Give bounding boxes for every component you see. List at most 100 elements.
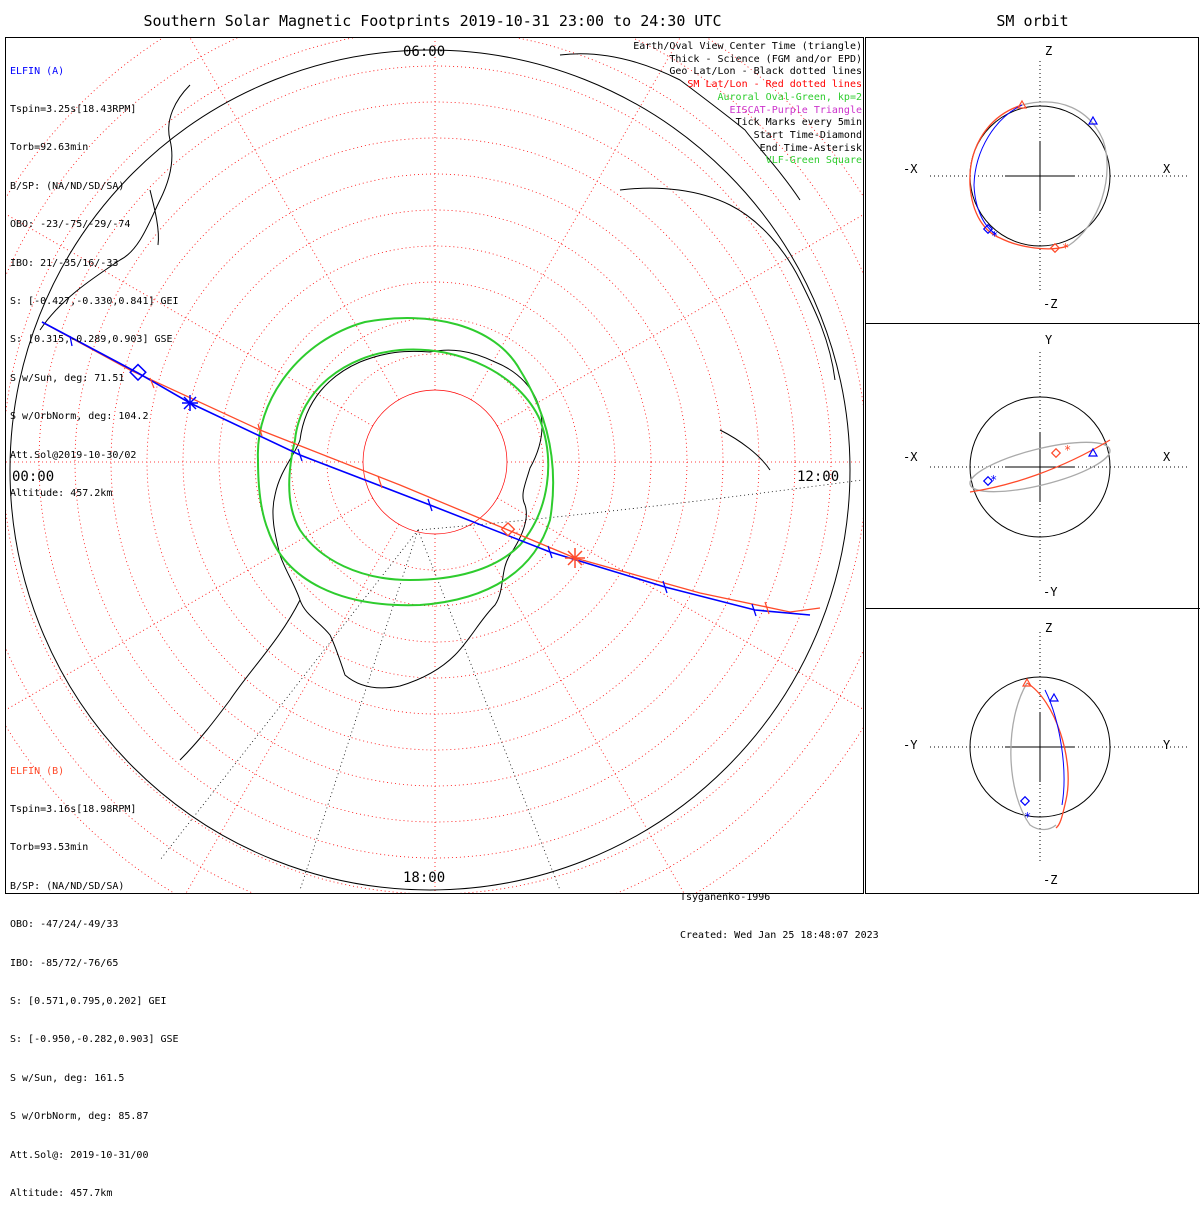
- xy-top-label: Y: [1045, 333, 1053, 347]
- xz-red-asterisk: *: [1062, 241, 1069, 255]
- orbit-panel-divider: [865, 323, 1200, 324]
- elfin-a-tick-marks: [69, 335, 757, 617]
- chart-title: Southern Solar Magnetic Footprints 2019-…: [143, 12, 722, 30]
- orbit-panel-divider: [865, 608, 1200, 609]
- legend-entry: Auroral Oval-Green, kp=2: [717, 91, 863, 103]
- xy-red-asterisk: *: [1064, 443, 1071, 457]
- xz-red-diamond: [1049, 242, 1061, 254]
- legend-entry: End Time-Asterisk: [759, 142, 862, 154]
- orbit-yz-markers: *: [1019, 677, 1060, 824]
- legend-entry: VLF-Green Square: [765, 155, 862, 167]
- elfin-b-name: ELFIN (B): [10, 765, 65, 777]
- elfin-b-info-line: Tspin=3.16s[18.98RPM]: [10, 803, 137, 815]
- elfin-b-info-line: S: [0.571,0.795,0.202] GEI: [10, 995, 167, 1007]
- new-zealand: [719, 429, 771, 471]
- coastlines: [39, 53, 836, 761]
- elfin-b-info-line: Att.Sol@: 2019-10-31/00: [10, 1149, 149, 1161]
- elfin-b-info-line: B/SP: (NA/ND/SD/SA): [10, 880, 125, 892]
- orbit-xy-markers: * *: [982, 443, 1099, 487]
- africa-tip: [559, 53, 801, 201]
- elfin-a-info-line: S: [-0.427,-0.330,0.841] GEI: [10, 295, 179, 307]
- legend-entry: Geo Lat/Lon - Black dotted lines: [669, 66, 862, 78]
- elfin-b-info-line: S: [-0.950,-0.282,0.903] GSE: [10, 1034, 179, 1046]
- elfin-a-info-line: Altitude: 457.2km: [10, 487, 113, 499]
- elfin-b-start-diamond: [500, 522, 516, 537]
- sm-lon-line: [6, 213, 373, 427]
- xz-blue-asterisk: *: [991, 229, 998, 243]
- elfin-b-track: [41, 321, 821, 613]
- sm-lon-line: [497, 214, 863, 427]
- footprint-map: [6, 38, 863, 893]
- elfin-a-info-line: IBO: 21/-35/16/-33: [10, 257, 119, 269]
- legend-entry: Start Time-Diamond: [753, 129, 862, 141]
- elfin-b-info-line: S w/OrbNorm, deg: 85.87: [10, 1111, 149, 1123]
- xy-blue-diamond: [982, 475, 994, 487]
- legend-entry: Earth/Oval View Center Time (triangle): [633, 41, 862, 52]
- elfin-b-info-line: Torb=93.53min: [10, 842, 89, 854]
- elfin-a-info: ELFIN (A) Tspin=3.25s[18.43RPM] Torb=92.…: [10, 40, 179, 513]
- mlt-label-left: 00:00: [12, 469, 55, 485]
- elfin-a-info-line: S: [0.315,-0.289,0.903] GSE: [10, 334, 173, 346]
- south-america-coast: [39, 84, 191, 331]
- xy-right-label: X: [1163, 450, 1171, 464]
- yz-top-label: Z: [1045, 621, 1053, 635]
- elfin-b-info-line: S w/Sun, deg: 161.5: [10, 1072, 125, 1084]
- xy-red-diamond: [1050, 447, 1062, 459]
- sm-lon-line: [6, 497, 373, 711]
- xz-top-label: Z: [1045, 44, 1053, 58]
- yz-left-label: -Y: [903, 738, 918, 752]
- orbit-panel-title: SM orbit: [996, 12, 1069, 30]
- antarctica-coast: [272, 349, 543, 689]
- orbit-yz-tracks: [1010, 682, 1069, 831]
- geo-latlon-grid: [159, 479, 863, 891]
- legend: Earth/Oval View Center Time (triangle) Th…: [633, 41, 862, 168]
- xz-blue-triangle: [1087, 115, 1099, 125]
- yz-red-triangle: [1021, 677, 1033, 687]
- yz-right-label: Y: [1163, 738, 1171, 752]
- elfin-a-start-diamond: [129, 363, 147, 382]
- elfin-a-info-line: OBO: -23/-75/-29/-74: [10, 219, 131, 231]
- elfin-a-info-line: Att.Sol@2019-10-30/02: [10, 449, 137, 461]
- antarctic-peninsula: [179, 599, 301, 761]
- elfin-b-info-line: OBO: -47/24/-49/33: [10, 919, 119, 931]
- mlt-label-bottom: 18:00: [403, 870, 446, 886]
- footprint-map-frame: [5, 37, 864, 894]
- auroral-oval: [256, 317, 555, 607]
- legend-entry: Tick Marks every 5min: [735, 117, 862, 129]
- madagascar: [149, 189, 159, 246]
- earth-limb: [9, 49, 851, 891]
- sm-lon-line: [470, 38, 681, 400]
- elfin-a-info-line: S w/OrbNorm, deg: 104.2: [10, 411, 149, 423]
- xz-red-triangle: [1016, 99, 1028, 109]
- mlt-label-right: 12:00: [797, 469, 840, 485]
- xy-blue-triangle: [1087, 447, 1099, 457]
- legend-entry: EISCAT-Purple Triangle: [729, 104, 862, 116]
- elfin-b-end-asterisk: [565, 548, 585, 568]
- elfin-a-info-line: Tspin=3.25s[18.43RPM]: [10, 103, 137, 115]
- sm-lon-line: [470, 524, 685, 893]
- elfin-a-end-asterisk: [182, 395, 198, 411]
- elfin-b-info-line: IBO: -85/72/-76/65: [10, 957, 119, 969]
- orbit-xz-markers: * *: [982, 99, 1099, 255]
- model-label: Tsyganenko-1996: [680, 891, 771, 903]
- orbit-panels: * * * * *: [930, 61, 1190, 862]
- xy-left-label: -X: [903, 450, 918, 464]
- xz-bottom-label: -Z: [1043, 297, 1058, 311]
- sm-lon-line: [497, 497, 863, 710]
- elfin-b-info-line: Altitude: 457.7km: [10, 1187, 113, 1199]
- legend-entry: SM Lat/Lon - Red dotted lines: [687, 79, 862, 91]
- yz-blue-asterisk: *: [1024, 810, 1031, 824]
- sm-lon-line: [189, 38, 400, 400]
- xz-blue-diamond: [982, 223, 994, 235]
- mlt-label-top: 06:00: [403, 44, 446, 60]
- elfin-a-name: ELFIN (A): [10, 65, 65, 77]
- elfin-a-info-line: B/SP: (NA/ND/SD/SA): [10, 180, 125, 192]
- yz-blue-triangle: [1048, 692, 1060, 702]
- yz-bottom-label: -Z: [1043, 873, 1058, 887]
- orbit-xz-tracks: [969, 101, 1108, 250]
- australia-coast: [619, 187, 836, 381]
- orbit-panels-frame: [865, 37, 1199, 894]
- xz-left-label: -X: [903, 162, 918, 176]
- elfin-a-info-line: S w/Sun, deg: 71.51: [10, 372, 125, 384]
- xy-blue-asterisk: *: [990, 473, 997, 487]
